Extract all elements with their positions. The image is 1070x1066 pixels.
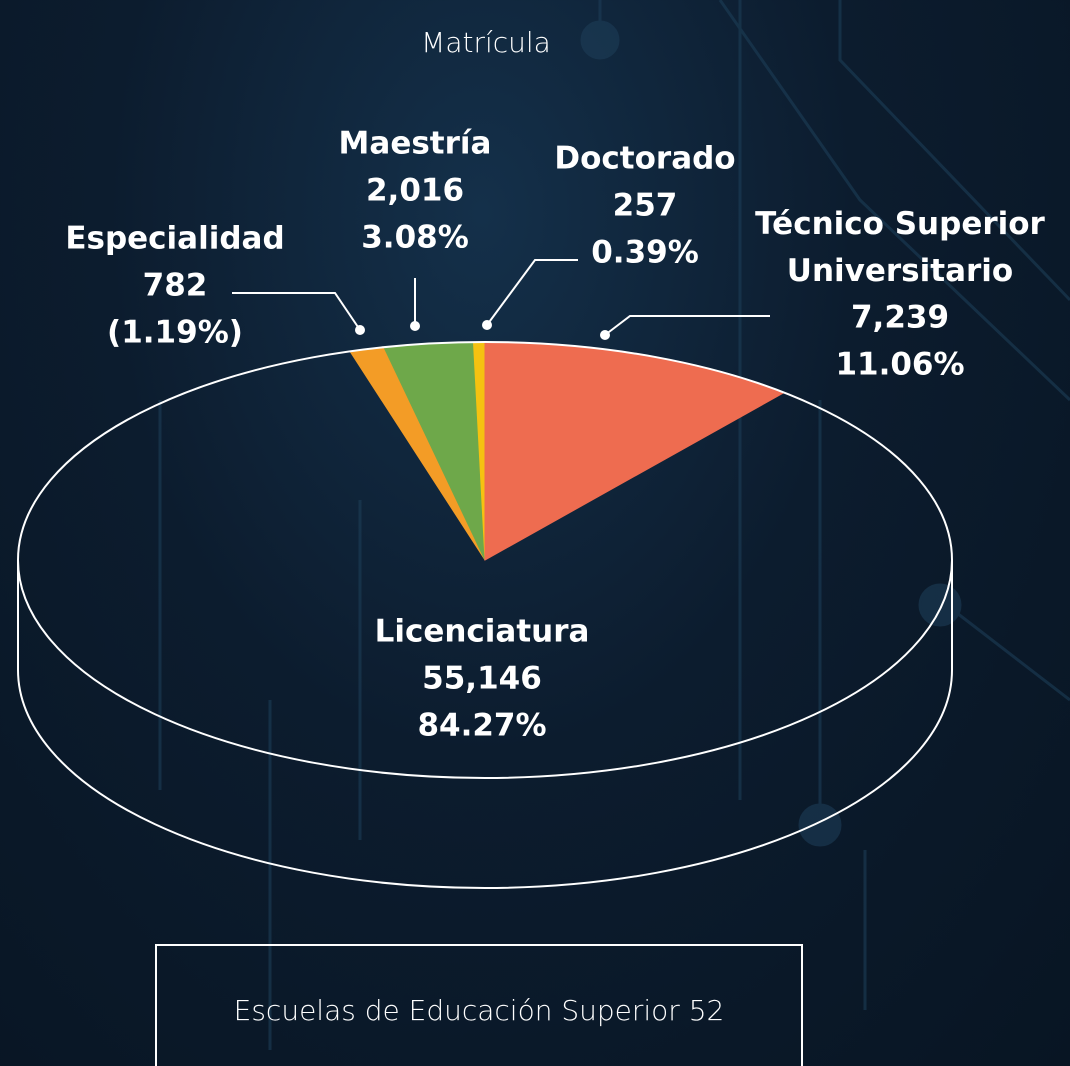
- value-label: 7,239: [851, 300, 949, 336]
- category-line: Técnico Superior: [755, 206, 1045, 242]
- footer-box: [155, 944, 803, 1066]
- category-line: Universitario: [787, 253, 1013, 289]
- percent-label: 0.39%: [591, 235, 699, 271]
- leader-dot: [410, 321, 420, 331]
- category-label: Técnico Superior Universitario: [755, 206, 1045, 289]
- percent-label: 84.27%: [417, 708, 546, 744]
- footer-value: 52: [689, 994, 725, 1027]
- category-label: Especialidad: [65, 221, 284, 257]
- value-label: 55,146: [422, 661, 542, 697]
- footer-text: Escuelas de Educación Superior 52: [234, 994, 725, 1027]
- category-label: Doctorado: [554, 141, 735, 177]
- leader-line: [232, 292, 361, 331]
- value-label: 782: [143, 268, 208, 304]
- value-label: 257: [613, 188, 678, 224]
- category-label: Maestría: [339, 126, 492, 162]
- category-label: Licenciatura: [375, 614, 590, 650]
- value-label: 2,016: [366, 173, 464, 209]
- leader-line: [486, 259, 578, 326]
- footer-label: Escuelas de Educación Superior: [234, 994, 681, 1027]
- leader-dot: [600, 330, 610, 340]
- leader-line: [604, 315, 770, 336]
- leader-dot: [355, 325, 365, 335]
- percent-label: 3.08%: [361, 220, 469, 256]
- pie-rim: [17, 341, 953, 779]
- percent-label: 11.06%: [835, 347, 964, 383]
- chart-title: Matrícula: [421, 26, 551, 59]
- percent-label: (1.19%): [107, 315, 243, 351]
- pie-side: [17, 560, 953, 889]
- leader-dot: [482, 320, 492, 330]
